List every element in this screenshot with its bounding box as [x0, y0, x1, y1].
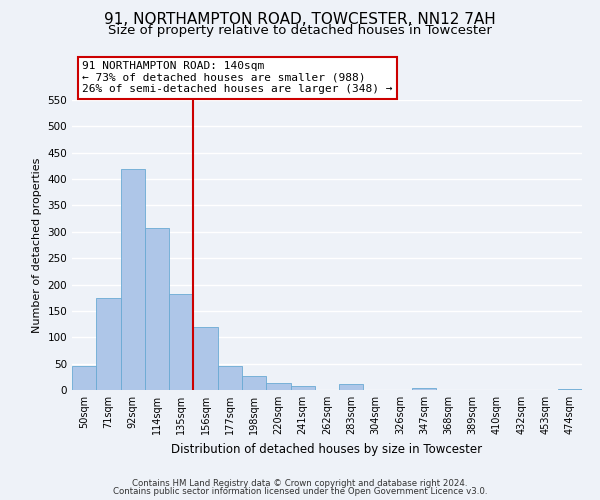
- Text: Contains public sector information licensed under the Open Government Licence v3: Contains public sector information licen…: [113, 487, 487, 496]
- Bar: [145, 228, 169, 390]
- Bar: [218, 366, 242, 390]
- Text: 91, NORTHAMPTON ROAD, TOWCESTER, NN12 7AH: 91, NORTHAMPTON ROAD, TOWCESTER, NN12 7A…: [104, 12, 496, 28]
- Text: Contains HM Land Registry data © Crown copyright and database right 2024.: Contains HM Land Registry data © Crown c…: [132, 478, 468, 488]
- Bar: [169, 294, 193, 390]
- Bar: [121, 168, 145, 390]
- Text: Size of property relative to detached houses in Towcester: Size of property relative to detached ho…: [108, 24, 492, 37]
- Bar: [339, 384, 364, 390]
- Text: 91 NORTHAMPTON ROAD: 140sqm
← 73% of detached houses are smaller (988)
26% of se: 91 NORTHAMPTON ROAD: 140sqm ← 73% of det…: [82, 61, 392, 94]
- Bar: [72, 366, 96, 390]
- Bar: [193, 326, 218, 390]
- Bar: [266, 383, 290, 390]
- X-axis label: Distribution of detached houses by size in Towcester: Distribution of detached houses by size …: [172, 442, 482, 456]
- Bar: [242, 376, 266, 390]
- Bar: [96, 298, 121, 390]
- Bar: [558, 389, 582, 390]
- Y-axis label: Number of detached properties: Number of detached properties: [32, 158, 42, 332]
- Bar: [412, 388, 436, 390]
- Bar: [290, 386, 315, 390]
